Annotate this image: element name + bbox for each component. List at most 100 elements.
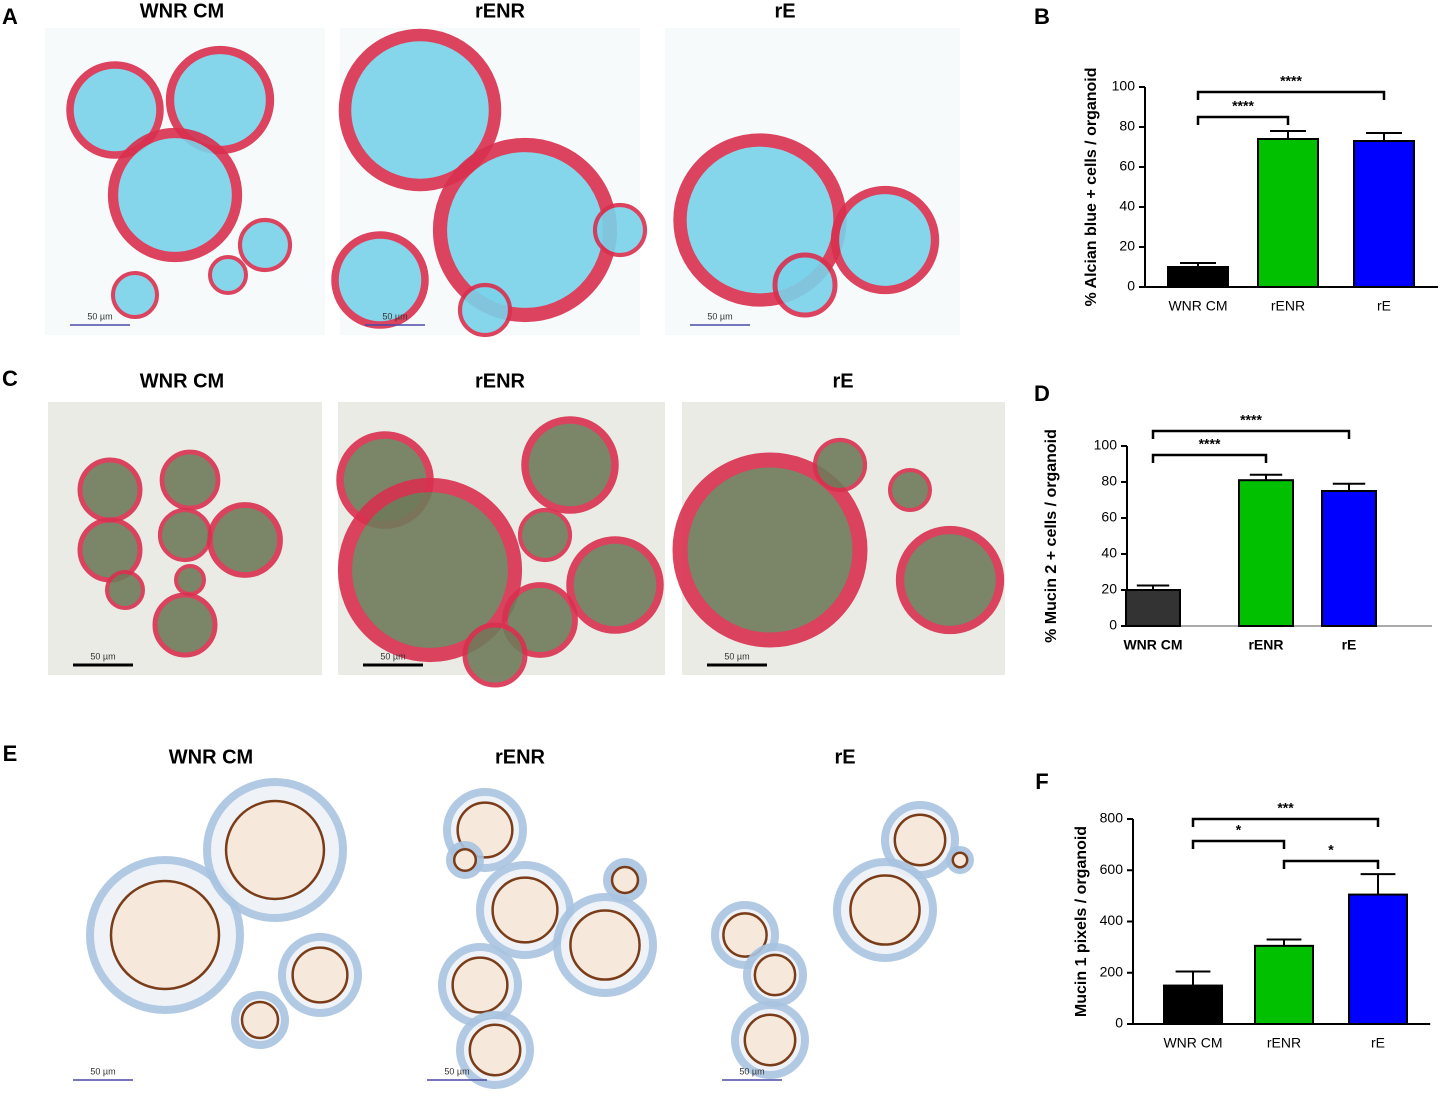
lumen — [109, 879, 221, 991]
organoid — [337, 477, 523, 663]
organoid — [672, 452, 868, 648]
significance-label: **** — [1280, 73, 1302, 89]
x-tick-label: rENR — [1248, 637, 1283, 653]
lumen — [452, 847, 478, 873]
significance-bracket — [1282, 859, 1380, 869]
scale-bar-label: 50 µm — [90, 1066, 115, 1076]
y-axis-label: % Mucin 2 + cells / organoid — [1043, 429, 1060, 643]
scale-bar-label: 50 µm — [724, 651, 749, 661]
scale-bar-label: 50 µm — [739, 1066, 764, 1076]
organoid — [432, 137, 618, 323]
bar — [1321, 490, 1377, 627]
organoid — [207, 502, 283, 578]
lumen — [224, 799, 326, 901]
y-tick-label: 80 — [1119, 118, 1135, 134]
lumen — [610, 865, 640, 895]
significance-bracket — [1191, 817, 1380, 827]
lumen — [491, 876, 559, 944]
y-tick-label: 0 — [1127, 278, 1135, 294]
organoid — [895, 525, 1005, 635]
lumen — [291, 946, 349, 1004]
significance-bracket — [1196, 90, 1386, 100]
significance-label: **** — [1240, 412, 1262, 428]
significance-label: * — [1236, 822, 1242, 838]
image-title: rENR — [475, 370, 526, 392]
image-title: rENR — [475, 0, 526, 22]
organoid — [521, 416, 619, 514]
organoid — [77, 457, 143, 523]
image-title: WNR CM — [140, 370, 224, 392]
scale-bar-label: 50 µm — [444, 1066, 469, 1076]
organoid — [208, 255, 248, 295]
organoid — [237, 217, 293, 273]
bar — [1125, 589, 1181, 627]
y-tick-label: 0 — [1115, 1015, 1123, 1031]
organoid — [772, 252, 838, 318]
significance-label: *** — [1277, 800, 1294, 816]
image-title: rE — [774, 0, 795, 22]
bar — [1254, 944, 1314, 1025]
y-axis-label: Mucin 1 pixels / organoid — [1073, 826, 1090, 1017]
y-tick-label: 60 — [1119, 158, 1135, 174]
y-tick-label: 400 — [1100, 912, 1124, 928]
scale-bar-label: 50 µm — [382, 311, 407, 321]
y-tick-label: 100 — [1094, 437, 1118, 453]
x-tick-label: rENR — [1267, 1035, 1301, 1051]
y-tick-label: 40 — [1101, 545, 1117, 561]
y-tick-label: 0 — [1109, 617, 1117, 633]
y-tick-label: 800 — [1100, 810, 1124, 826]
organoid — [812, 437, 868, 493]
organoid — [888, 468, 932, 512]
lumen — [951, 851, 969, 869]
bar — [1353, 140, 1415, 288]
lumen — [722, 912, 768, 958]
organoid — [159, 449, 221, 511]
organoid — [462, 622, 528, 688]
organoid — [830, 185, 940, 295]
y-tick-label: 20 — [1101, 581, 1117, 597]
x-tick-label: WNR CM — [1168, 298, 1227, 314]
organoid — [457, 282, 513, 338]
x-tick-label: rE — [1371, 1035, 1385, 1051]
significance-bracket — [1191, 839, 1286, 849]
scale-bar-label: 50 µm — [90, 651, 115, 661]
x-tick-label: rE — [1342, 637, 1357, 653]
panel-label: F — [1035, 769, 1048, 794]
scale-bar-label: 50 µm — [707, 311, 732, 321]
panel-label: B — [1034, 4, 1050, 29]
panel-label: C — [2, 366, 18, 391]
organoid — [174, 564, 206, 596]
significance-bracket — [1151, 453, 1268, 463]
significance-label: **** — [1232, 98, 1254, 114]
organoid — [517, 507, 573, 563]
significance-bracket — [1151, 429, 1351, 439]
y-tick-label: 80 — [1101, 473, 1117, 489]
panel-label: D — [1034, 381, 1050, 406]
organoid — [105, 570, 145, 610]
image-title: WNR CM — [169, 746, 253, 768]
lumen — [743, 1013, 797, 1067]
image-title: WNR CM — [140, 0, 224, 22]
image-title: rE — [834, 746, 855, 768]
bar — [1238, 479, 1294, 628]
lumen — [451, 956, 509, 1014]
image-title: rENR — [495, 746, 546, 768]
lumen — [753, 953, 797, 997]
y-tick-label: 20 — [1119, 238, 1135, 254]
y-axis-label: % Alcian blue + cells / organoid — [1083, 67, 1100, 306]
y-tick-label: 600 — [1100, 861, 1124, 877]
significance-bracket — [1196, 115, 1290, 125]
lumen — [893, 813, 947, 867]
lumen — [240, 1000, 280, 1040]
organoid — [152, 592, 218, 658]
organoid — [592, 202, 648, 258]
organoid — [111, 271, 159, 319]
y-tick-label: 40 — [1119, 198, 1135, 214]
x-tick-label: WNR CM — [1163, 1035, 1222, 1051]
bar — [1167, 266, 1229, 288]
organoid — [338, 28, 502, 192]
y-tick-label: 60 — [1101, 509, 1117, 525]
y-tick-label: 100 — [1112, 78, 1136, 94]
panel-label: E — [3, 741, 18, 766]
